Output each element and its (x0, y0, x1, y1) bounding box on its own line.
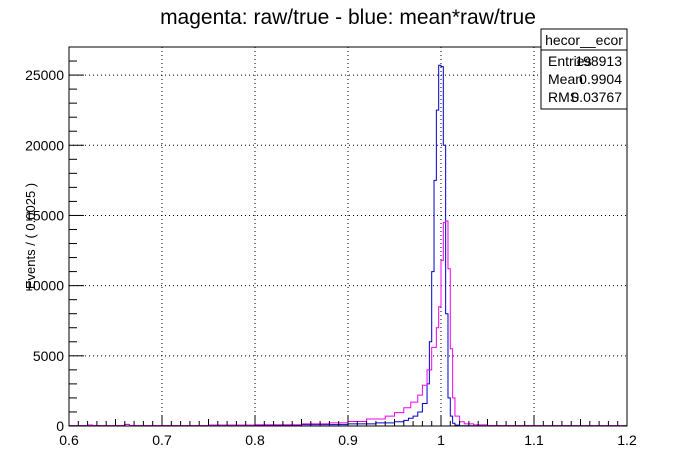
stats-box-title: hecor__ecor (545, 32, 623, 48)
x-tick-labels: 0.6 0.7 0.8 0.9 1 1.1 1.2 (59, 432, 637, 448)
chart-title: magenta: raw/true - blue: mean*raw/true (160, 6, 536, 29)
series-1-histogram (68, 220, 628, 427)
x-tick-label: 0.8 (245, 432, 265, 448)
stats-entries-label: Entries (548, 53, 592, 69)
x-tick-label: 1.1 (524, 432, 544, 448)
stats-mean-label: Mean (548, 71, 583, 87)
y-tick-label: 0 (56, 418, 64, 434)
stats-rms-label: RMS (548, 89, 579, 105)
y-tick-label: 20000 (25, 137, 64, 153)
axis-ticks (68, 46, 628, 427)
stats-box-frame (540, 28, 628, 110)
stats-mean-value: 0.9904 (579, 71, 622, 87)
x-tick-label: 1.2 (617, 432, 637, 448)
y-tick-label: 10000 (25, 278, 64, 294)
grid (69, 47, 627, 426)
y-tick-label: 25000 (25, 67, 64, 83)
y-tick-label: 5000 (33, 348, 64, 364)
x-tick-label: 1 (437, 432, 445, 448)
stats-box: hecor__ecor Entries 198913 Mean 0.9904 R… (540, 28, 628, 110)
stats-rms-value: 0.03767 (571, 89, 622, 105)
y-tick-labels: 0 5000 10000 15000 20000 25000 (25, 67, 64, 434)
x-tick-label: 0.6 (59, 432, 79, 448)
x-tick-label: 0.9 (338, 432, 358, 448)
x-tick-label: 0.7 (152, 432, 172, 448)
y-tick-label: 15000 (25, 207, 64, 223)
stats-entries-value: 198913 (575, 53, 622, 69)
y-axis-label: Events / ( 0.0025 ) (23, 183, 38, 289)
